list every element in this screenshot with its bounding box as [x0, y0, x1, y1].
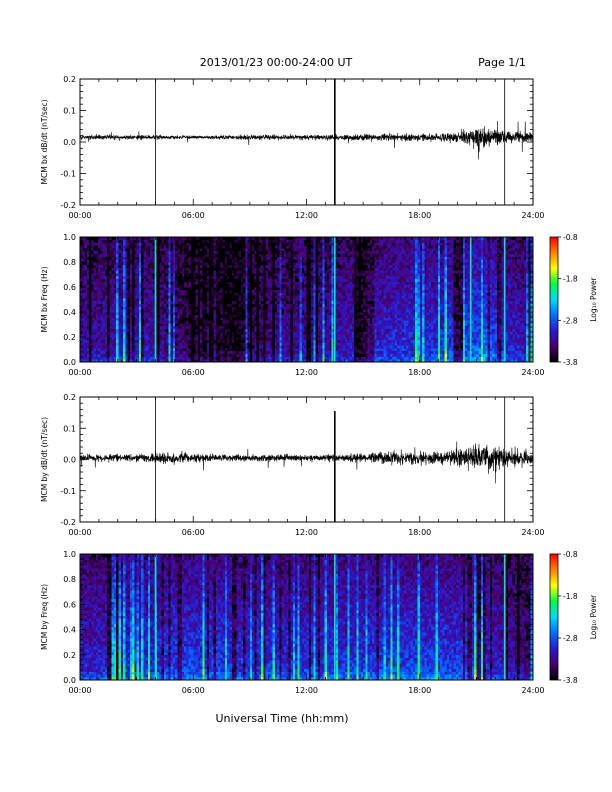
colorbar-tick-label: -0.8	[563, 233, 578, 242]
bx-spectrogram-panel: 00:00 06:00 12:00 18:00 24:00 1.0 0.8 0.6 0.4 0.2…	[40, 233, 545, 377]
x-tick-label: 00:00	[68, 528, 91, 537]
colorbar-tick-label: -1.8	[563, 275, 578, 284]
y-tick-label: 0.1	[63, 107, 76, 116]
x-tick-label: 18:00	[408, 368, 431, 377]
y-tick-label: 1.0	[63, 233, 76, 242]
y-axis-label: MCM bx dB/dt (nT/sec)	[40, 99, 49, 184]
colorbar-tick-label: -2.8	[563, 634, 578, 643]
y-tick-label: 0.4	[63, 626, 76, 635]
y-tick-label: 0.2	[63, 651, 76, 660]
colorbar-tick-label: -0.8	[563, 550, 578, 559]
y-tick-label: 0.0	[63, 138, 76, 147]
y-tick-label: -0.1	[60, 170, 76, 179]
figure-title: 2013/01/23 00:00-24:00 UT	[200, 56, 353, 69]
x-tick-label: 12:00	[295, 686, 318, 695]
dbdt-series-line	[80, 120, 533, 160]
y-tick-label: 0.0	[63, 358, 76, 367]
y-tick-label: 0.8	[63, 258, 76, 267]
y-tick-label: 0.2	[63, 393, 76, 402]
colorbar-tick-label: -2.8	[563, 316, 578, 325]
spectrogram-cells	[80, 237, 534, 363]
y-tick-label: 0.1	[63, 424, 76, 433]
x-tick-label: 18:00	[408, 211, 431, 220]
y-tick-label: -0.2	[60, 201, 76, 210]
x-tick-label: 06:00	[182, 368, 205, 377]
x-axis-title: Universal Time (hh:mm)	[216, 712, 349, 725]
by-spectrogram-panel: 00:00 06:00 12:00 18:00 24:00 1.0 0.8 0.6 0.4 0.2…	[40, 550, 545, 695]
x-tick-label: 00:00	[68, 686, 91, 695]
x-tick-label: 06:00	[182, 211, 205, 220]
x-tick-label: 24:00	[521, 368, 544, 377]
dbdt-series-line	[80, 441, 533, 484]
x-tick-label: 00:00	[68, 368, 91, 377]
y-tick-label: 0.0	[63, 456, 76, 465]
colorbar-tick-label: -1.8	[563, 592, 578, 601]
y-axis-label: MCM bx Freq (Hz)	[40, 266, 49, 332]
x-tick-label: 06:00	[182, 686, 205, 695]
x-tick-label: 06:00	[182, 528, 205, 537]
y-axis-label: MCM by Freq (Hz)	[40, 584, 49, 650]
colorbar-tick-label: -3.8	[563, 358, 578, 367]
y-tick-label: 0.6	[63, 283, 76, 292]
colorbar-tick-label: -3.8	[563, 676, 578, 685]
y-tick-label: 0.4	[63, 308, 76, 317]
page-indicator: Page 1/1	[478, 56, 526, 69]
y-tick-label: 0.2	[63, 75, 76, 84]
y-axis-label: MCM by dB/dt (nT/sec)	[40, 417, 49, 502]
by-dbdt-panel: 00:00 06:00 12:00 18:00 24:00 0.2 0.1 0.0 -0.1 -0…	[40, 393, 545, 537]
x-tick-label: 12:00	[295, 368, 318, 377]
x-tick-label: 12:00	[295, 211, 318, 220]
x-tick-label: 24:00	[521, 211, 544, 220]
by-colorbar: -0.8 -1.8 -2.8 -3.8 Log₁₀ Power	[549, 550, 598, 685]
y-tick-label: 0.8	[63, 575, 76, 584]
x-tick-label: 18:00	[408, 686, 431, 695]
bx-colorbar: -0.8 -1.8 -2.8 -3.8 Log₁₀ Power	[549, 233, 598, 367]
y-tick-label: -0.1	[60, 487, 76, 496]
x-tick-label: 24:00	[521, 686, 544, 695]
spectrogram-cells	[80, 554, 534, 681]
colorbar-label: Log₁₀ Power	[589, 276, 598, 321]
x-tick-label: 12:00	[295, 528, 318, 537]
y-tick-label: 1.0	[63, 550, 76, 559]
x-tick-label: 24:00	[521, 528, 544, 537]
colorbar-gradient	[549, 553, 559, 681]
colorbar-gradient	[549, 236, 559, 363]
y-tick-label: 0.0	[63, 676, 76, 685]
x-tick-label: 18:00	[408, 528, 431, 537]
colorbar-label: Log₁₀ Power	[589, 594, 598, 639]
y-tick-label: 0.2	[63, 333, 76, 342]
bx-dbdt-panel: 00:00 06:00 12:00 18:00 24:00 0.2 0.1 0.0 -0.1 -0…	[40, 75, 545, 220]
x-tick-label: 00:00	[68, 211, 91, 220]
y-tick-label: -0.2	[60, 518, 76, 527]
y-tick-label: 0.6	[63, 600, 76, 609]
